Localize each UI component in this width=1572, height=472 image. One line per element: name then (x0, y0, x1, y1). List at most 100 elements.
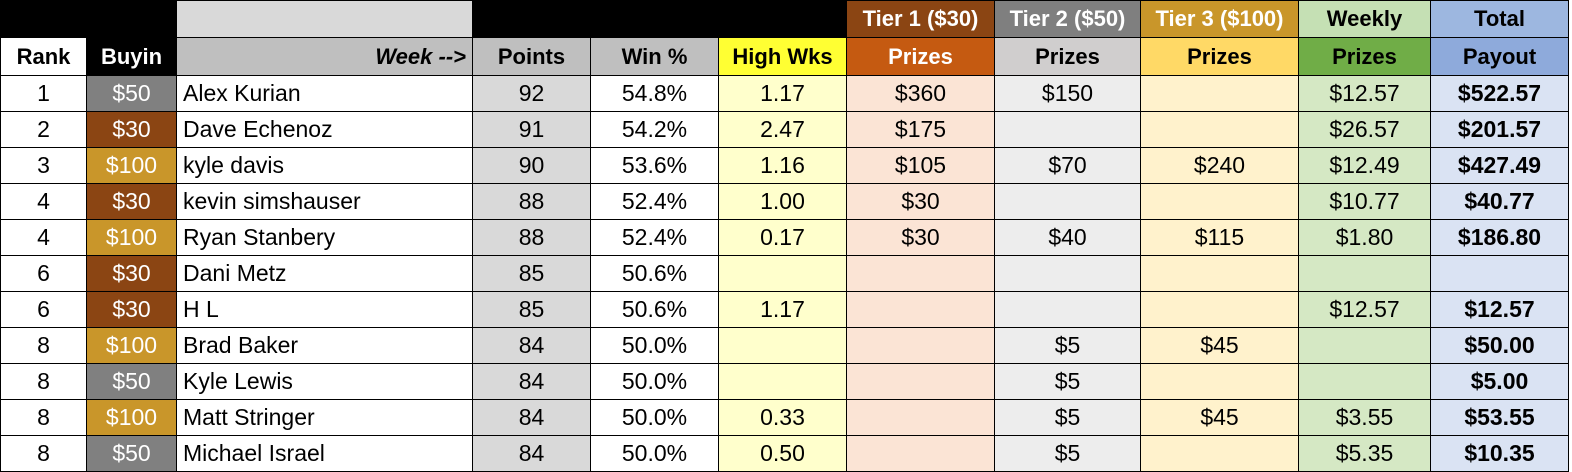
buyin-cell: $100 (86, 147, 177, 184)
tier3-prize-cell: $45 (1140, 399, 1299, 436)
tier1-prize-cell: $105 (846, 147, 995, 184)
rank-cell: 8 (0, 435, 87, 472)
win-pct-cell: 50.6% (590, 291, 719, 328)
player-name: kevin simshauser (176, 183, 473, 220)
tier1-prize-cell (846, 435, 995, 472)
player-name: Michael Israel (176, 435, 473, 472)
blank-cell (590, 0, 719, 38)
tier1-prize-cell: $30 (846, 183, 995, 220)
win-pct-cell: 50.0% (590, 327, 719, 364)
tier2-prize-cell: $40 (994, 219, 1141, 256)
tier2-prize-cell: $150 (994, 75, 1141, 112)
high-wks-cell: 2.47 (718, 111, 847, 148)
tier3-prize-cell (1140, 435, 1299, 472)
tier3-prize-cell: $240 (1140, 147, 1299, 184)
player-name: Dave Echenoz (176, 111, 473, 148)
tier3-header: Tier 3 ($100) (1140, 0, 1299, 38)
tier1-prize-cell (846, 363, 995, 400)
tier3-prize-cell: $115 (1140, 219, 1299, 256)
buyin-cell: $100 (86, 399, 177, 436)
rank-cell: 3 (0, 147, 87, 184)
column-header-row: Rank Buyin Week --> Points Win % High Wk… (0, 37, 1569, 76)
high-wks-cell: 0.17 (718, 219, 847, 256)
buyin-cell: $50 (86, 363, 177, 400)
points-cell: 84 (472, 363, 591, 400)
table-row: 2 $30 Dave Echenoz 91 54.2% 2.47 $175 $26.57 $20… (0, 111, 1569, 148)
points-cell: 91 (472, 111, 591, 148)
header-top-row: Tier 1 ($30) Tier 2 ($50) Tier 3 ($100) … (0, 0, 1569, 38)
weekly-prize-cell: $26.57 (1298, 111, 1431, 148)
tier1-header: Tier 1 ($30) (846, 0, 995, 38)
player-name: Dani Metz (176, 255, 473, 292)
win-pct-cell: 50.0% (590, 435, 719, 472)
high-wks-column-header: High Wks (718, 37, 847, 76)
tier3-prize-cell (1140, 183, 1299, 220)
high-wks-cell (718, 255, 847, 292)
player-name: Matt Stringer (176, 399, 473, 436)
weekly-prize-cell: $3.55 (1298, 399, 1431, 436)
total-payout-cell (1430, 255, 1569, 292)
player-name: Ryan Stanbery (176, 219, 473, 256)
tier2-prize-cell: $5 (994, 435, 1141, 472)
player-name: H L (176, 291, 473, 328)
weekly-prize-cell: $12.57 (1298, 291, 1431, 328)
table-row: 3 $100 kyle davis 90 53.6% 1.16 $105 $70 $240 $12… (0, 147, 1569, 184)
weekly-prize-cell (1298, 255, 1431, 292)
win-pct-cell: 50.0% (590, 363, 719, 400)
tier1-prize-cell (846, 291, 995, 328)
points-cell: 84 (472, 399, 591, 436)
tier1-prize-cell: $360 (846, 75, 995, 112)
table-row: 8 $50 Michael Israel 84 50.0% 0.50 $5 $5.35 $10.… (0, 435, 1569, 472)
rank-cell: 4 (0, 219, 87, 256)
high-wks-cell (718, 363, 847, 400)
table-row: 1 $50 Alex Kurian 92 54.8% 1.17 $360 $150 $12.57… (0, 75, 1569, 112)
tier2-prize-cell (994, 255, 1141, 292)
tier1-prize-cell (846, 255, 995, 292)
rank-cell: 8 (0, 363, 87, 400)
buyin-cell: $100 (86, 219, 177, 256)
high-wks-cell: 1.17 (718, 291, 847, 328)
weekly-prize-cell (1298, 327, 1431, 364)
tier2-prize-cell (994, 111, 1141, 148)
weekly-prize-cell: $10.77 (1298, 183, 1431, 220)
tier1-prize-cell (846, 327, 995, 364)
buyin-cell: $30 (86, 111, 177, 148)
week-column-header: Week --> (176, 37, 473, 76)
tier2-prize-cell: $5 (994, 363, 1141, 400)
weekly-prize-cell: $12.49 (1298, 147, 1431, 184)
win-pct-cell: 53.6% (590, 147, 719, 184)
high-wks-cell: 1.00 (718, 183, 847, 220)
tier3-prize-cell (1140, 75, 1299, 112)
win-pct-column-header: Win % (590, 37, 719, 76)
total-payout-cell: $186.80 (1430, 219, 1569, 256)
week-selector-cell[interactable] (176, 0, 473, 38)
table-row: 8 $50 Kyle Lewis 84 50.0% $5 $5.00 (0, 363, 1569, 400)
weekly-prize-cell (1298, 363, 1431, 400)
total-payout-cell: $12.57 (1430, 291, 1569, 328)
total-header: Total (1430, 0, 1569, 38)
rank-cell: 1 (0, 75, 87, 112)
points-cell: 84 (472, 327, 591, 364)
points-cell: 88 (472, 219, 591, 256)
tier2-prize-cell: $5 (994, 327, 1141, 364)
tier1-prize-cell: $175 (846, 111, 995, 148)
rank-cell: 4 (0, 183, 87, 220)
buyin-cell: $50 (86, 435, 177, 472)
points-column-header: Points (472, 37, 591, 76)
points-cell: 92 (472, 75, 591, 112)
win-pct-cell: 54.2% (590, 111, 719, 148)
weekly-prizes-header: Prizes (1298, 37, 1431, 76)
weekly-prize-cell: $1.80 (1298, 219, 1431, 256)
table-row: 6 $30 H L 85 50.6% 1.17 $12.57 $12.57 (0, 291, 1569, 328)
player-name: kyle davis (176, 147, 473, 184)
tier2-header: Tier 2 ($50) (994, 0, 1141, 38)
high-wks-cell (718, 327, 847, 364)
total-payout-cell: $427.49 (1430, 147, 1569, 184)
total-payout-cell: $522.57 (1430, 75, 1569, 112)
rank-cell: 8 (0, 399, 87, 436)
tier3-prize-cell (1140, 291, 1299, 328)
blank-cell (718, 0, 847, 38)
rank-cell: 2 (0, 111, 87, 148)
tier2-prize-cell (994, 291, 1141, 328)
